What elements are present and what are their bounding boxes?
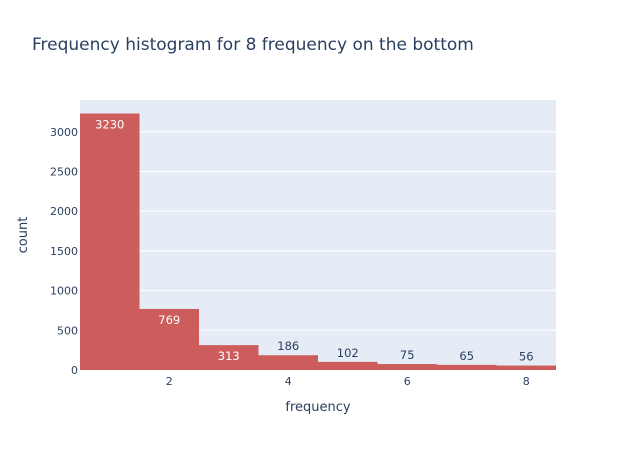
histogram-bar (318, 361, 378, 370)
bar-value-label: 186 (277, 339, 299, 353)
bar-value-label: 75 (400, 348, 415, 362)
x-axis-ticks: 2 4 6 8 (166, 375, 530, 388)
histogram-bar (139, 308, 199, 370)
bar-value-label: 56 (519, 350, 534, 364)
y-tick-label: 1500 (50, 245, 78, 258)
x-tick-label: 8 (523, 375, 530, 388)
bar-value-label: 102 (337, 346, 359, 360)
x-axis-title: frequency (285, 400, 351, 415)
y-tick-label: 0 (71, 364, 78, 377)
bar-value-label: 3230 (95, 118, 124, 132)
bar-value-label: 65 (459, 349, 474, 363)
x-tick-label: 6 (404, 375, 411, 388)
x-tick-label: 2 (166, 375, 173, 388)
y-tick-label: 3000 (50, 126, 78, 139)
histogram-bar (199, 345, 259, 370)
y-axis-title: count (16, 217, 31, 254)
histogram-bar (437, 364, 497, 370)
bar-labels: 3230 769 313 186 102 75 65 56 (95, 118, 533, 364)
histogram-bar (258, 355, 318, 370)
y-tick-label: 2000 (50, 205, 78, 218)
histogram-bar (377, 364, 437, 370)
bars (80, 113, 556, 370)
bar-value-label: 313 (218, 349, 240, 363)
chart-title: Frequency histogram for 8 frequency on t… (32, 35, 474, 55)
bar-value-label: 769 (158, 313, 180, 327)
histogram-bar (80, 113, 140, 370)
y-tick-label: 1000 (50, 285, 78, 298)
y-tick-label: 2500 (50, 165, 78, 178)
x-tick-label: 4 (285, 375, 292, 388)
y-tick-label: 500 (57, 324, 78, 337)
y-axis-ticks: 0 500 1000 1500 2000 2500 3000 (50, 126, 78, 377)
histogram-bar (496, 365, 556, 370)
